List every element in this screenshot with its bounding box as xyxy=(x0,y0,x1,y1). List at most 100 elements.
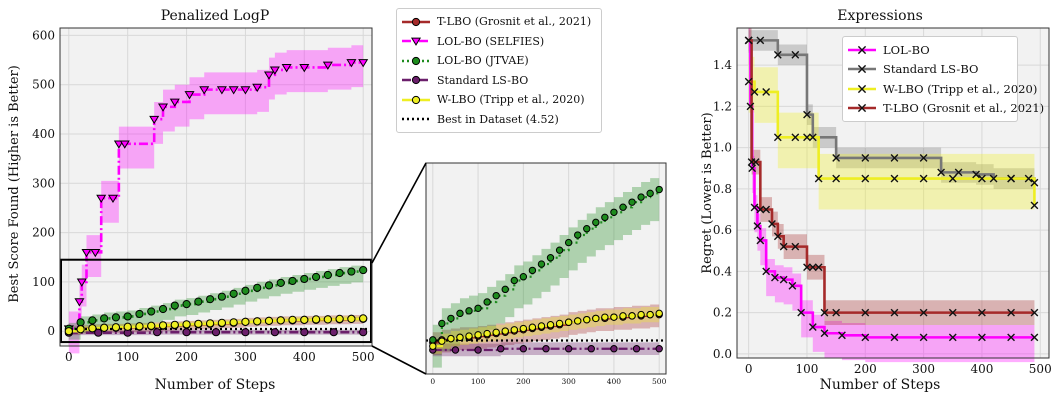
data-point xyxy=(773,50,782,59)
y-tick-label: 1.4 xyxy=(713,58,732,72)
legend-swatch xyxy=(402,76,430,85)
data-point xyxy=(803,133,811,142)
data-point xyxy=(628,312,636,320)
series-line-lol-bo xyxy=(748,39,1035,339)
data-point xyxy=(861,174,870,183)
data-point xyxy=(803,263,811,272)
data-point xyxy=(81,248,92,258)
data-point xyxy=(808,263,817,272)
data-point xyxy=(779,242,788,251)
data-point xyxy=(972,170,980,179)
data-point xyxy=(832,308,841,317)
data-point xyxy=(1030,201,1039,210)
y-tick-label: 300 xyxy=(32,176,55,190)
data-point xyxy=(429,336,437,344)
data-point xyxy=(564,318,573,326)
data-point xyxy=(890,174,899,183)
data-point xyxy=(311,272,321,282)
data-point xyxy=(135,309,144,319)
ylabel-expressions: Regret (Lower is Better) xyxy=(700,112,715,273)
legend-label: T-LBO (Grosnit et al., 2021) xyxy=(883,101,1045,116)
data-point xyxy=(199,86,210,95)
data-point xyxy=(359,314,368,323)
data-point xyxy=(1007,333,1015,342)
data-point xyxy=(546,321,555,329)
legend-item: Standard LS-BO xyxy=(401,71,601,91)
y-tick-label: 0.8 xyxy=(713,182,732,196)
band-lol-bo xyxy=(748,28,1035,363)
data-point xyxy=(519,345,528,353)
legend-item: LOL-BO (SELFIES) xyxy=(401,32,601,52)
data-point xyxy=(169,98,180,107)
data-point xyxy=(211,328,221,337)
data-point xyxy=(890,308,899,317)
data-point xyxy=(989,174,998,183)
legend-label: Standard LS-BO xyxy=(883,62,979,77)
data-point xyxy=(501,285,509,294)
plot-frame xyxy=(59,27,373,347)
data-point xyxy=(497,345,505,353)
data-point xyxy=(528,266,537,275)
data-point xyxy=(751,158,760,166)
data-point xyxy=(646,310,654,319)
data-point xyxy=(153,328,162,337)
x-tick-label: 100 xyxy=(116,350,139,364)
legend-marker xyxy=(411,17,421,26)
data-point xyxy=(510,276,519,285)
data-point xyxy=(978,333,986,342)
data-point xyxy=(919,174,928,183)
x-tick-label: 0 xyxy=(65,350,73,364)
x-tick-label: 500 xyxy=(652,377,667,386)
data-point xyxy=(451,346,460,354)
legend-swatch xyxy=(402,56,430,65)
data-point xyxy=(861,154,870,162)
x-tick-label: 500 xyxy=(1029,362,1052,376)
data-point xyxy=(564,345,573,353)
data-point xyxy=(808,323,817,331)
data-point xyxy=(814,263,823,272)
legend-item: T-LBO (Grosnit et al., 2021) xyxy=(847,99,1044,119)
data-point xyxy=(64,327,73,336)
data-point xyxy=(276,316,285,325)
data-point xyxy=(438,337,446,345)
data-point xyxy=(182,328,191,337)
data-point xyxy=(100,314,109,323)
data-point xyxy=(592,314,600,323)
data-point xyxy=(954,168,963,177)
legend-item: W-LBO (Tripp et al., 2020) xyxy=(401,90,601,110)
data-point xyxy=(756,36,765,45)
data-point xyxy=(111,323,121,332)
data-point xyxy=(88,324,97,333)
data-point xyxy=(492,291,500,300)
legend-penalized: T-LBO (Grosnit et al., 2021) LOL-BO (SELF… xyxy=(396,8,602,133)
data-point xyxy=(76,278,87,287)
data-point xyxy=(791,50,800,59)
data-point xyxy=(241,317,250,326)
chart-title-penalized: Penalized LogP xyxy=(161,8,270,24)
data-point xyxy=(744,36,753,45)
data-point xyxy=(791,242,800,251)
data-point xyxy=(832,174,841,183)
data-point xyxy=(919,333,928,342)
data-point xyxy=(519,324,528,333)
data-point xyxy=(861,333,870,342)
data-point xyxy=(253,283,262,292)
x-tick-label: 400 xyxy=(607,377,622,386)
data-point xyxy=(820,329,829,338)
data-point xyxy=(264,281,274,290)
legend-swatch xyxy=(848,84,876,93)
legend-item: LOL-BO (JTVAE) xyxy=(401,51,601,71)
data-point xyxy=(182,299,191,309)
x-tick-label: 100 xyxy=(471,377,486,386)
data-point xyxy=(797,308,806,317)
data-point xyxy=(194,319,203,328)
legend-swatch xyxy=(848,45,876,54)
data-point xyxy=(814,174,823,183)
data-point xyxy=(252,83,263,93)
ylabel-penalized: Best Score Found (Higher is Better) xyxy=(7,65,22,303)
series-line-standard-ls-bo xyxy=(432,347,660,352)
data-point xyxy=(438,319,446,328)
y-tick-label: 0 xyxy=(47,324,55,338)
data-point xyxy=(465,307,473,315)
data-point xyxy=(216,86,227,95)
